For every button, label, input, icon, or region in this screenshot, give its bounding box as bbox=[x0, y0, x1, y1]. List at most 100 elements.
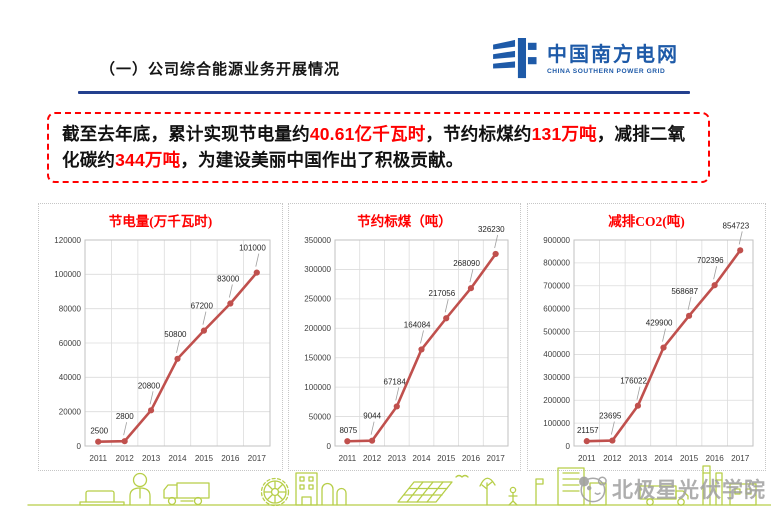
data-point-marker bbox=[344, 438, 351, 445]
data-point-marker bbox=[609, 437, 616, 444]
y-axis-tick-label: 100000 bbox=[543, 419, 570, 428]
y-axis-tick-label: 40000 bbox=[59, 373, 82, 382]
data-point-label: 2800 bbox=[116, 412, 134, 421]
x-axis-tick-label: 2012 bbox=[363, 454, 382, 463]
data-point-marker bbox=[660, 344, 667, 351]
data-point-label: 176022 bbox=[620, 377, 647, 386]
y-axis-tick-label: 80000 bbox=[59, 304, 82, 313]
data-point-marker bbox=[174, 355, 181, 362]
x-axis-tick-label: 2016 bbox=[706, 454, 725, 463]
summary-highlight: 40.61亿千瓦时 bbox=[309, 124, 426, 144]
x-axis-tick-label: 2011 bbox=[339, 454, 357, 463]
data-point-label: 217056 bbox=[429, 289, 456, 298]
summary-callout-box: 截至去年底，累计实现节电量约40.61亿千瓦时，节约标煤约131万吨，减排二氧化… bbox=[47, 112, 710, 183]
y-axis-tick-label: 120000 bbox=[54, 236, 81, 245]
data-point-marker bbox=[200, 327, 208, 334]
csg-logo-icon bbox=[493, 38, 537, 79]
csg-logo: 中国南方电网 CHINA SOUTHERN POWER GRID bbox=[492, 38, 679, 80]
y-axis-tick-label: 100000 bbox=[304, 383, 331, 392]
chart-title: 减排CO2(吨) bbox=[608, 213, 685, 229]
data-point-marker bbox=[368, 437, 376, 444]
data-point-label: 702396 bbox=[697, 256, 724, 265]
page-title: （一）公司综合能源业务开展情况 bbox=[100, 61, 341, 78]
data-point-marker bbox=[95, 438, 102, 445]
data-point-label: 326230 bbox=[478, 225, 505, 234]
summary-text: 截至去年底，累计实现节电量约40.61亿千瓦时，节约标煤约131万吨，减排二氧化… bbox=[62, 122, 695, 174]
summary-segment: ，减排二氧化碳约 bbox=[62, 124, 686, 170]
y-axis-tick-label: 60000 bbox=[59, 339, 82, 348]
data-point-label: 854723 bbox=[723, 221, 750, 230]
x-axis-tick-label: 2015 bbox=[195, 454, 214, 463]
summary-highlight: 344万吨 bbox=[115, 149, 181, 170]
y-axis-tick-label: 500000 bbox=[543, 327, 570, 336]
x-axis-tick-label: 2011 bbox=[578, 454, 596, 463]
line-chart-svg: 0 50000 100000 150000 200000 250000 300000 3500… bbox=[304, 213, 509, 463]
charts-row: 0 20000 40000 60000 80000 100000 120000 2011 201… bbox=[0, 203, 771, 471]
chart-electricity-saved: 0 20000 40000 60000 80000 100000 120000 2011 201… bbox=[38, 203, 283, 471]
data-point-label: 21157 bbox=[577, 426, 599, 435]
data-point-label: 101000 bbox=[239, 244, 266, 253]
line-chart-svg: 0 20000 40000 60000 80000 100000 120000 2011 201… bbox=[54, 213, 271, 463]
data-point-marker bbox=[583, 438, 590, 445]
y-axis-tick-label: 20000 bbox=[59, 407, 82, 416]
y-axis-tick-label: 300000 bbox=[304, 265, 331, 274]
y-axis-tick-label: 100000 bbox=[54, 270, 81, 279]
x-axis-tick-label: 2014 bbox=[654, 454, 673, 463]
y-axis-tick-label: 400000 bbox=[543, 350, 570, 359]
x-axis-tick-label: 2017 bbox=[487, 454, 506, 463]
bear-face-icon bbox=[579, 476, 607, 503]
data-point-label: 2500 bbox=[90, 427, 108, 436]
data-point-marker bbox=[121, 438, 128, 445]
x-axis-tick-label: 2014 bbox=[168, 454, 187, 463]
x-axis-tick-label: 2015 bbox=[437, 454, 456, 463]
y-axis-tick-label: 0 bbox=[77, 442, 82, 451]
y-axis-tick-label: 300000 bbox=[543, 373, 570, 382]
y-axis-tick-label: 350000 bbox=[304, 236, 331, 245]
watermark-text: 北极星光伏学院 bbox=[612, 479, 766, 502]
data-point-label: 568687 bbox=[671, 287, 698, 296]
summary-segment: 截至去年底，累计实现节电量约 bbox=[62, 124, 310, 144]
chart-coal-saved: 0 50000 100000 150000 200000 250000 300000 3500… bbox=[288, 203, 521, 471]
data-point-label: 23695 bbox=[599, 412, 622, 421]
x-axis-tick-label: 2012 bbox=[603, 454, 622, 463]
y-axis-tick-label: 0 bbox=[327, 442, 332, 451]
data-point-marker bbox=[443, 315, 450, 322]
x-axis-tick-label: 2015 bbox=[680, 454, 699, 463]
x-axis-tick-label: 2016 bbox=[462, 454, 481, 463]
x-axis-tick-label: 2011 bbox=[89, 454, 107, 463]
logo-name-cn: 中国南方电网 bbox=[547, 43, 679, 66]
data-point-label: 429900 bbox=[646, 319, 673, 328]
data-point-label: 83000 bbox=[217, 275, 240, 284]
chart-title: 节电量(万千瓦时) bbox=[109, 213, 213, 229]
y-axis-tick-label: 600000 bbox=[543, 304, 570, 313]
line-chart-svg: 0 100000 200000 300000 400000 500000 600000 700… bbox=[543, 213, 754, 463]
data-point-label: 8075 bbox=[339, 426, 357, 435]
logo-name-en: CHINA SOUTHERN POWER GRID bbox=[547, 67, 666, 75]
x-axis-tick-label: 2017 bbox=[731, 454, 750, 463]
y-axis-tick-label: 700000 bbox=[543, 282, 570, 291]
summary-highlight: 131万吨 bbox=[531, 124, 597, 144]
y-axis-tick-label: 800000 bbox=[543, 259, 570, 268]
data-point-marker bbox=[253, 269, 260, 276]
data-point-marker bbox=[467, 285, 475, 292]
data-point-label: 20800 bbox=[138, 381, 161, 390]
y-axis-tick-label: 150000 bbox=[304, 354, 331, 363]
y-axis-tick-label: 200000 bbox=[304, 324, 331, 333]
title-underline bbox=[78, 91, 690, 94]
data-point-label: 67200 bbox=[191, 302, 214, 311]
y-axis-tick-label: 50000 bbox=[309, 412, 332, 421]
y-axis-tick-label: 0 bbox=[566, 442, 571, 451]
summary-segment: ，为建设美丽中国作出了积极贡献。 bbox=[180, 149, 464, 170]
x-axis-tick-label: 2013 bbox=[388, 454, 407, 463]
x-axis-tick-label: 2012 bbox=[116, 454, 135, 463]
data-point-label: 164084 bbox=[404, 320, 431, 329]
data-point-marker bbox=[227, 300, 234, 307]
x-axis-tick-label: 2013 bbox=[142, 454, 161, 463]
data-point-marker bbox=[711, 282, 718, 289]
data-point-marker bbox=[393, 403, 400, 410]
y-axis-tick-label: 200000 bbox=[543, 396, 570, 405]
city-illustration bbox=[27, 465, 771, 507]
data-point-marker bbox=[418, 346, 425, 353]
data-point-label: 67184 bbox=[384, 377, 407, 386]
chart-title: 节约标煤（吨） bbox=[357, 213, 452, 229]
